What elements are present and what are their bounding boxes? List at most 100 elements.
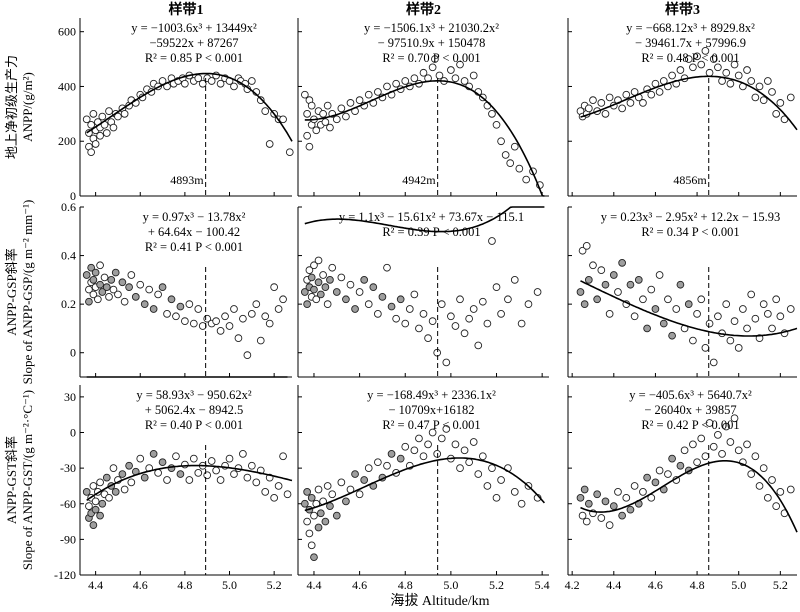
data-point: [751, 314, 760, 323]
data-point: [351, 305, 359, 313]
data-point: [307, 101, 316, 110]
data-point: [415, 324, 423, 333]
data-point: [369, 283, 378, 291]
data-point: [310, 511, 318, 520]
data-point: [435, 71, 444, 80]
regression-equation-line: R² = 0.42 P < 0.001: [641, 418, 739, 432]
data-point: [764, 310, 772, 318]
y-tick-label: -120: [54, 568, 76, 582]
data-point: [597, 514, 606, 522]
data-point: [342, 112, 350, 121]
data-point: [118, 278, 127, 287]
data-point: [383, 82, 391, 91]
data-point: [626, 505, 635, 514]
data-point: [303, 300, 311, 308]
regression-equation-line: y = −168.49x³ + 2336.1x²: [367, 388, 496, 402]
data-point: [383, 263, 391, 272]
data-point: [283, 490, 292, 499]
fit-curve: [304, 80, 545, 197]
data-point: [120, 109, 129, 118]
data-point: [396, 295, 405, 304]
data-point: [316, 509, 325, 518]
data-point: [323, 300, 332, 308]
data-point: [328, 490, 337, 499]
data-point: [451, 74, 460, 83]
x-tick-label: 4.8: [690, 578, 705, 592]
data-point: [478, 452, 487, 461]
data-point: [163, 476, 171, 484]
data-point: [424, 440, 432, 449]
data-point: [181, 79, 189, 88]
data-point: [718, 450, 726, 458]
data-point: [605, 93, 614, 102]
data-point: [415, 434, 423, 443]
data-point: [451, 440, 460, 449]
data-point: [701, 47, 710, 55]
data-point: [655, 271, 664, 279]
data-point: [714, 63, 722, 72]
data-point: [305, 142, 314, 151]
data-point: [105, 293, 113, 301]
data-point: [410, 290, 419, 299]
data-point: [601, 280, 610, 289]
regression-equation-line: R² = 0.48 P < 0.001: [641, 51, 739, 65]
data-point: [492, 283, 501, 291]
data-point: [314, 278, 323, 287]
data-point: [374, 88, 382, 96]
data-point: [172, 312, 180, 321]
data-point: [89, 521, 98, 529]
data-point: [261, 107, 270, 115]
data-point: [364, 300, 373, 308]
data-point: [655, 88, 664, 96]
data-point: [451, 322, 460, 330]
data-point: [501, 151, 510, 159]
data-point: [506, 159, 515, 167]
data-point: [355, 288, 364, 296]
data-point: [772, 295, 781, 304]
data-point: [730, 414, 739, 423]
y-axis-label: 地上净初级生产力 ANPP/(g/m²): [4, 55, 35, 159]
data-point: [730, 60, 739, 69]
data-point: [131, 293, 140, 301]
data-point: [189, 319, 198, 328]
data-point: [98, 288, 107, 296]
data-point: [300, 288, 309, 296]
data-point: [91, 497, 100, 506]
data-point: [593, 295, 601, 304]
data-point: [234, 334, 243, 342]
data-point: [460, 329, 469, 338]
data-point: [243, 351, 252, 359]
fit-curve: [580, 280, 798, 337]
fit-curve: [580, 75, 798, 131]
regression-equation-line: + 64.64x − 100.42: [148, 225, 240, 239]
data-point: [360, 276, 369, 284]
data-point: [651, 305, 660, 313]
data-point: [247, 310, 256, 318]
data-point: [261, 488, 270, 496]
data-point: [285, 148, 294, 157]
x-tick-label: 4.6: [648, 578, 663, 592]
regression-equation-line: R² = 0.70 P < 0.001: [382, 51, 480, 65]
data-point: [668, 331, 676, 340]
data-point: [256, 336, 265, 345]
data-point: [300, 90, 309, 99]
data-point: [718, 77, 726, 85]
data-point: [181, 460, 189, 469]
data-point: [659, 319, 668, 328]
data-point: [337, 104, 346, 113]
data-point: [672, 305, 681, 313]
data-point: [622, 493, 631, 502]
data-point: [614, 288, 622, 296]
y-tick-label: 200: [58, 134, 76, 148]
y-tick-label: 0: [70, 346, 76, 360]
data-point: [643, 324, 651, 333]
data-point: [469, 305, 478, 313]
data-point: [764, 77, 772, 85]
y-label-en: Slope of ANPP-GSP/(g m⁻² mm⁻¹): [20, 200, 35, 385]
y-tick-label: 0: [70, 189, 76, 203]
data-point: [85, 297, 93, 306]
data-point: [274, 305, 283, 313]
data-point: [701, 344, 710, 352]
data-point: [726, 336, 735, 345]
data-point: [332, 115, 341, 124]
